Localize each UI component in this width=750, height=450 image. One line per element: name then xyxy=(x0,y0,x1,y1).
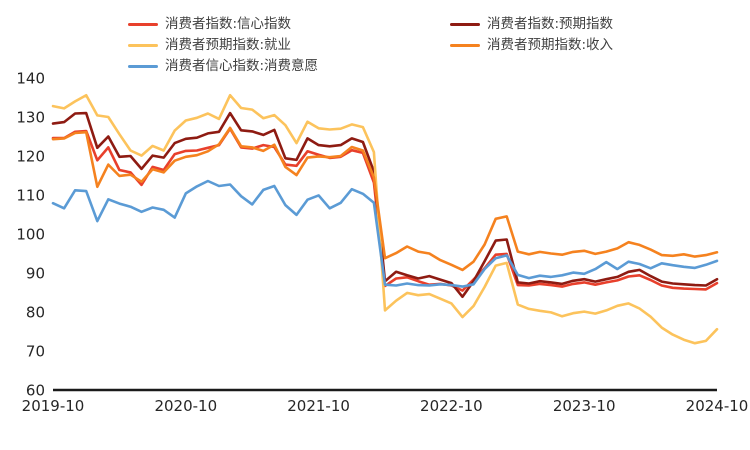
y-tick-label: 100 xyxy=(16,226,45,244)
chart-legend: 消费者指数:信心指数 消费者指数:预期指数消费者预期指数:就业 消费者预期指数:收入… xyxy=(128,14,613,76)
legend-line-swatch xyxy=(128,64,158,68)
y-tick-label: 60 xyxy=(26,382,45,400)
x-tick-label: 2021-10 xyxy=(287,397,350,415)
legend-label: 消费者信心指数:消费意愿 xyxy=(165,58,319,74)
y-tick-label: 120 xyxy=(16,148,45,166)
x-tick-label: 2023-10 xyxy=(553,397,616,415)
y-tick-label: 70 xyxy=(26,343,45,361)
legend-item[interactable]: 消费者信心指数:消费意愿 xyxy=(128,56,450,76)
legend-line-swatch xyxy=(128,22,158,26)
y-tick-label: 80 xyxy=(26,304,45,322)
x-tick-label: 2022-10 xyxy=(420,397,483,415)
x-tick-label: 2019-10 xyxy=(22,397,85,415)
legend-label: 消费者指数:预期指数 xyxy=(487,16,614,32)
legend-line-swatch xyxy=(450,43,480,47)
legend-item[interactable]: 消费者指数:信心指数 xyxy=(128,14,450,34)
legend-line-swatch xyxy=(450,22,480,26)
series-line xyxy=(51,93,719,345)
legend-item[interactable]: 消费者预期指数:就业 xyxy=(128,35,450,55)
legend-item[interactable]: 消费者指数:预期指数 xyxy=(450,14,613,34)
y-tick-label: 140 xyxy=(16,70,45,88)
series-line xyxy=(51,127,719,292)
legend-label: 消费者指数:信心指数 xyxy=(165,16,292,32)
x-tick-label: 2024-10 xyxy=(686,397,749,415)
x-tick-label: 2020-10 xyxy=(154,397,217,415)
y-tick-label: 110 xyxy=(16,187,45,205)
y-tick-label: 90 xyxy=(26,265,45,283)
legend-label: 消费者预期指数:就业 xyxy=(165,37,292,53)
y-tick-label: 130 xyxy=(16,109,45,127)
legend-line-swatch xyxy=(128,43,158,47)
legend-item[interactable]: 消费者预期指数:收入 xyxy=(450,35,613,55)
series-line xyxy=(51,179,719,288)
series-line xyxy=(51,126,719,272)
legend-label: 消费者预期指数:收入 xyxy=(487,37,614,53)
